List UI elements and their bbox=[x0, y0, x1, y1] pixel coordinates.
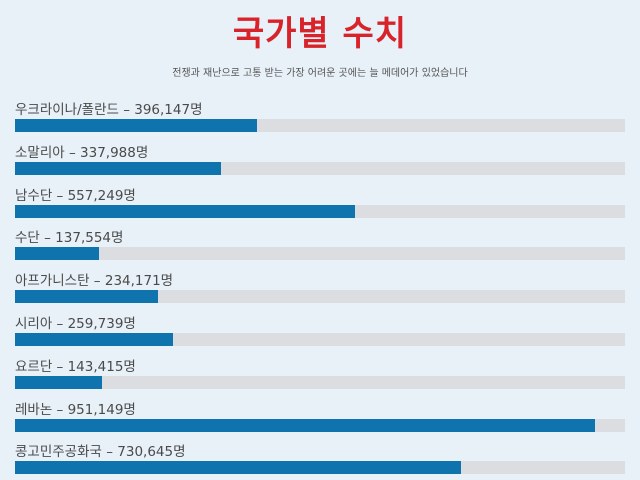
bar-row: 콩고민주공화국 – 730,645명 bbox=[15, 437, 625, 480]
bar bbox=[15, 290, 158, 304]
bar-label: 남수단 – 557,249명 bbox=[15, 187, 136, 204]
bar-track bbox=[15, 247, 625, 261]
bar-label: 수단 – 137,554명 bbox=[15, 230, 124, 247]
bar-row: 남수단 – 557,249명 bbox=[15, 181, 625, 224]
bar bbox=[15, 418, 596, 432]
bar-row: 요르단 – 143,415명 bbox=[15, 352, 625, 395]
bar-track bbox=[15, 204, 625, 218]
bar-label: 요르단 – 143,415명 bbox=[15, 358, 136, 375]
page-title: 국가별 수치 bbox=[232, 14, 408, 54]
bar-track bbox=[15, 161, 625, 175]
bar-label: 콩고민주공화국 – 730,645명 bbox=[15, 444, 186, 461]
bar-label: 우크라이나/폴란드 – 396,147명 bbox=[15, 102, 203, 118]
bar-track bbox=[15, 332, 625, 346]
bar-track bbox=[15, 418, 625, 432]
bar-label: 시리아 – 259,739명 bbox=[15, 315, 136, 332]
bar-track bbox=[15, 290, 625, 304]
bar bbox=[15, 204, 355, 218]
bar bbox=[15, 161, 222, 175]
bar-row: 수단 – 137,554명 bbox=[15, 223, 625, 266]
bar-track bbox=[15, 119, 625, 132]
bar-label: 소말리아 – 337,988명 bbox=[15, 144, 149, 161]
bar-row: 우크라이나/폴란드 – 396,147명 bbox=[15, 95, 625, 138]
page-subtitle: 전쟁과 재난으로 고통 받는 가장 어려운 곳에는 늘 메데어가 있었습니다 bbox=[172, 68, 468, 79]
bar-label: 레바논 – 951,149명 bbox=[15, 401, 136, 418]
bar-row: 소말리아 – 337,988명 bbox=[15, 138, 625, 181]
bar-track bbox=[15, 461, 625, 475]
bar bbox=[15, 461, 461, 475]
bar bbox=[15, 119, 257, 132]
bar bbox=[15, 375, 103, 389]
bar bbox=[15, 247, 99, 261]
bar-row: 레바논 – 951,149명 bbox=[15, 395, 625, 438]
bar-label: 아프가니스탄 – 234,171명 bbox=[15, 273, 174, 290]
bar-row: 시리아 – 259,739명 bbox=[15, 309, 625, 352]
bar bbox=[15, 332, 174, 346]
bar-track bbox=[15, 375, 625, 389]
bar-row: 아프가니스탄 – 234,171명 bbox=[15, 266, 625, 309]
